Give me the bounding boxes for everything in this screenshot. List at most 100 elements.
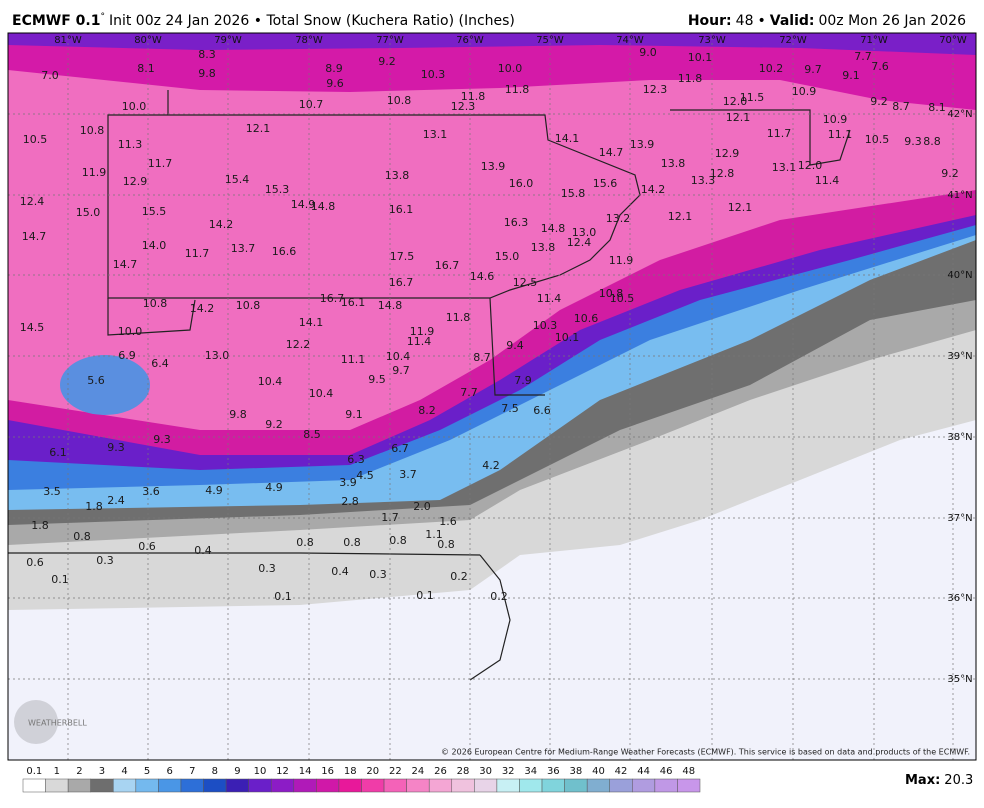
description: Init 00z 24 Jan 2026 • Total Snow (Kuche… [109,13,515,29]
snow-total: 12.2 [286,338,311,351]
snow-total: 13.3 [691,174,716,187]
snow-total: 8.5 [303,428,321,441]
snow-total: 14.9 [291,198,316,211]
snow-total: 11.7 [148,157,173,170]
legend-label: 26 [434,766,447,777]
model: ECMWF 0.1 [12,13,100,29]
max-label: Max: [905,773,940,788]
legend-label: 16 [321,766,334,777]
snow-total: 0.8 [389,534,407,547]
snow-total: 10.1 [688,51,713,64]
legend-label: 9 [234,766,240,777]
snow-total: 0.8 [296,536,314,549]
snow-total: 6.1 [49,446,67,459]
snow-total: 11.4 [407,335,432,348]
snow-total: 6.3 [347,453,365,466]
snow-total: 14.7 [599,146,624,159]
snow-total: 1.8 [31,519,49,532]
snow-total: 11.7 [767,127,792,140]
logo: WEATHERBELL [28,719,87,728]
legend-swatch [316,778,340,793]
snow-total: 3.9 [339,476,357,489]
hour: 48 [736,13,754,29]
snow-total: 15.4 [225,173,250,186]
snow-total: 16.7 [389,276,414,289]
snow-total: 10.1 [555,331,580,344]
snow-total: 2.0 [413,500,431,513]
snow-total: 3.5 [43,485,61,498]
snow-total: 10.5 [865,133,890,146]
snow-total: 10.5 [23,133,48,146]
latitude-label: 42°N [947,109,972,120]
snow-total: 14.2 [641,183,666,196]
legend-label: 48 [682,766,695,777]
snow-total: 15.6 [593,177,618,190]
snow-total: 10.2 [759,62,784,75]
snow-total: 3.6 [142,485,160,498]
snow-total: 12.4 [20,195,45,208]
snow-total: 14.2 [209,218,234,231]
longitude-label: 72°W [779,35,807,46]
legend-label: 3 [99,766,105,777]
legend-label: 7 [189,766,195,777]
snow-total: 4.9 [205,484,223,497]
legend-label: 38 [570,766,583,777]
snow-total: 1.1 [425,528,443,541]
snow-total: 11.3 [118,138,143,151]
legend-label: 10 [254,766,267,777]
snow-total: 4.2 [482,459,500,472]
snow-total: 9.7 [804,63,822,76]
snow-total: 12.5 [513,276,538,289]
borders [8,90,851,681]
snow-total: 10.0 [118,325,143,338]
snow-total: 11.9 [410,325,435,338]
snow-total: 6.7 [391,442,409,455]
snow-total: 5.6 [87,374,105,387]
legend-swatch [474,778,498,793]
hour-label: Hour: [688,13,732,29]
legend-label: 18 [344,766,357,777]
snow-total: 9.2 [870,95,888,108]
band [8,33,976,55]
snow-total: 0.2 [450,570,468,583]
snow-total: 13.2 [606,212,631,225]
snow-total: 9.2 [941,167,959,180]
legend-swatch [677,778,701,793]
legend-swatch [203,778,227,793]
snow-total: 12.4 [567,236,592,249]
legend-label: 6 [166,766,172,777]
snow-total: 14.7 [22,230,47,243]
legend-label: 8 [212,766,218,777]
snow-total: 11.1 [828,128,853,141]
snow-total: 14.8 [378,299,403,312]
snow-total: 0.4 [194,544,212,557]
snow-total: 15.0 [495,250,520,263]
latitude-label: 39°N [947,351,972,362]
snow-total: 10.8 [236,299,261,312]
legend-swatch [361,778,385,793]
legend-swatch [428,778,453,793]
snow-total: 9.3 [904,135,922,148]
snow-total: 1.8 [85,500,103,513]
snow-total: 15.3 [265,183,290,196]
legend-label: 28 [457,766,470,777]
legend-swatch [654,778,678,793]
legend-swatch [541,778,565,793]
snow-total: 10.3 [421,68,446,81]
snow-total: 12.1 [246,122,271,135]
snow-total: 8.7 [473,351,491,364]
legend-swatch [135,778,159,793]
snow-total: 16.0 [509,177,534,190]
snow-total: 16.1 [389,203,414,216]
legend-label: 12 [276,766,289,777]
longitude-label: 80°W [134,35,162,46]
longitude-label: 81°W [54,35,82,46]
snow-total: 13.8 [531,241,556,254]
snow-total: 0.8 [343,536,361,549]
longitude-label: 78°W [295,35,323,46]
snow-total: 9.7 [392,364,410,377]
snow-total: 13.7 [231,242,256,255]
legend-swatch [158,778,182,793]
